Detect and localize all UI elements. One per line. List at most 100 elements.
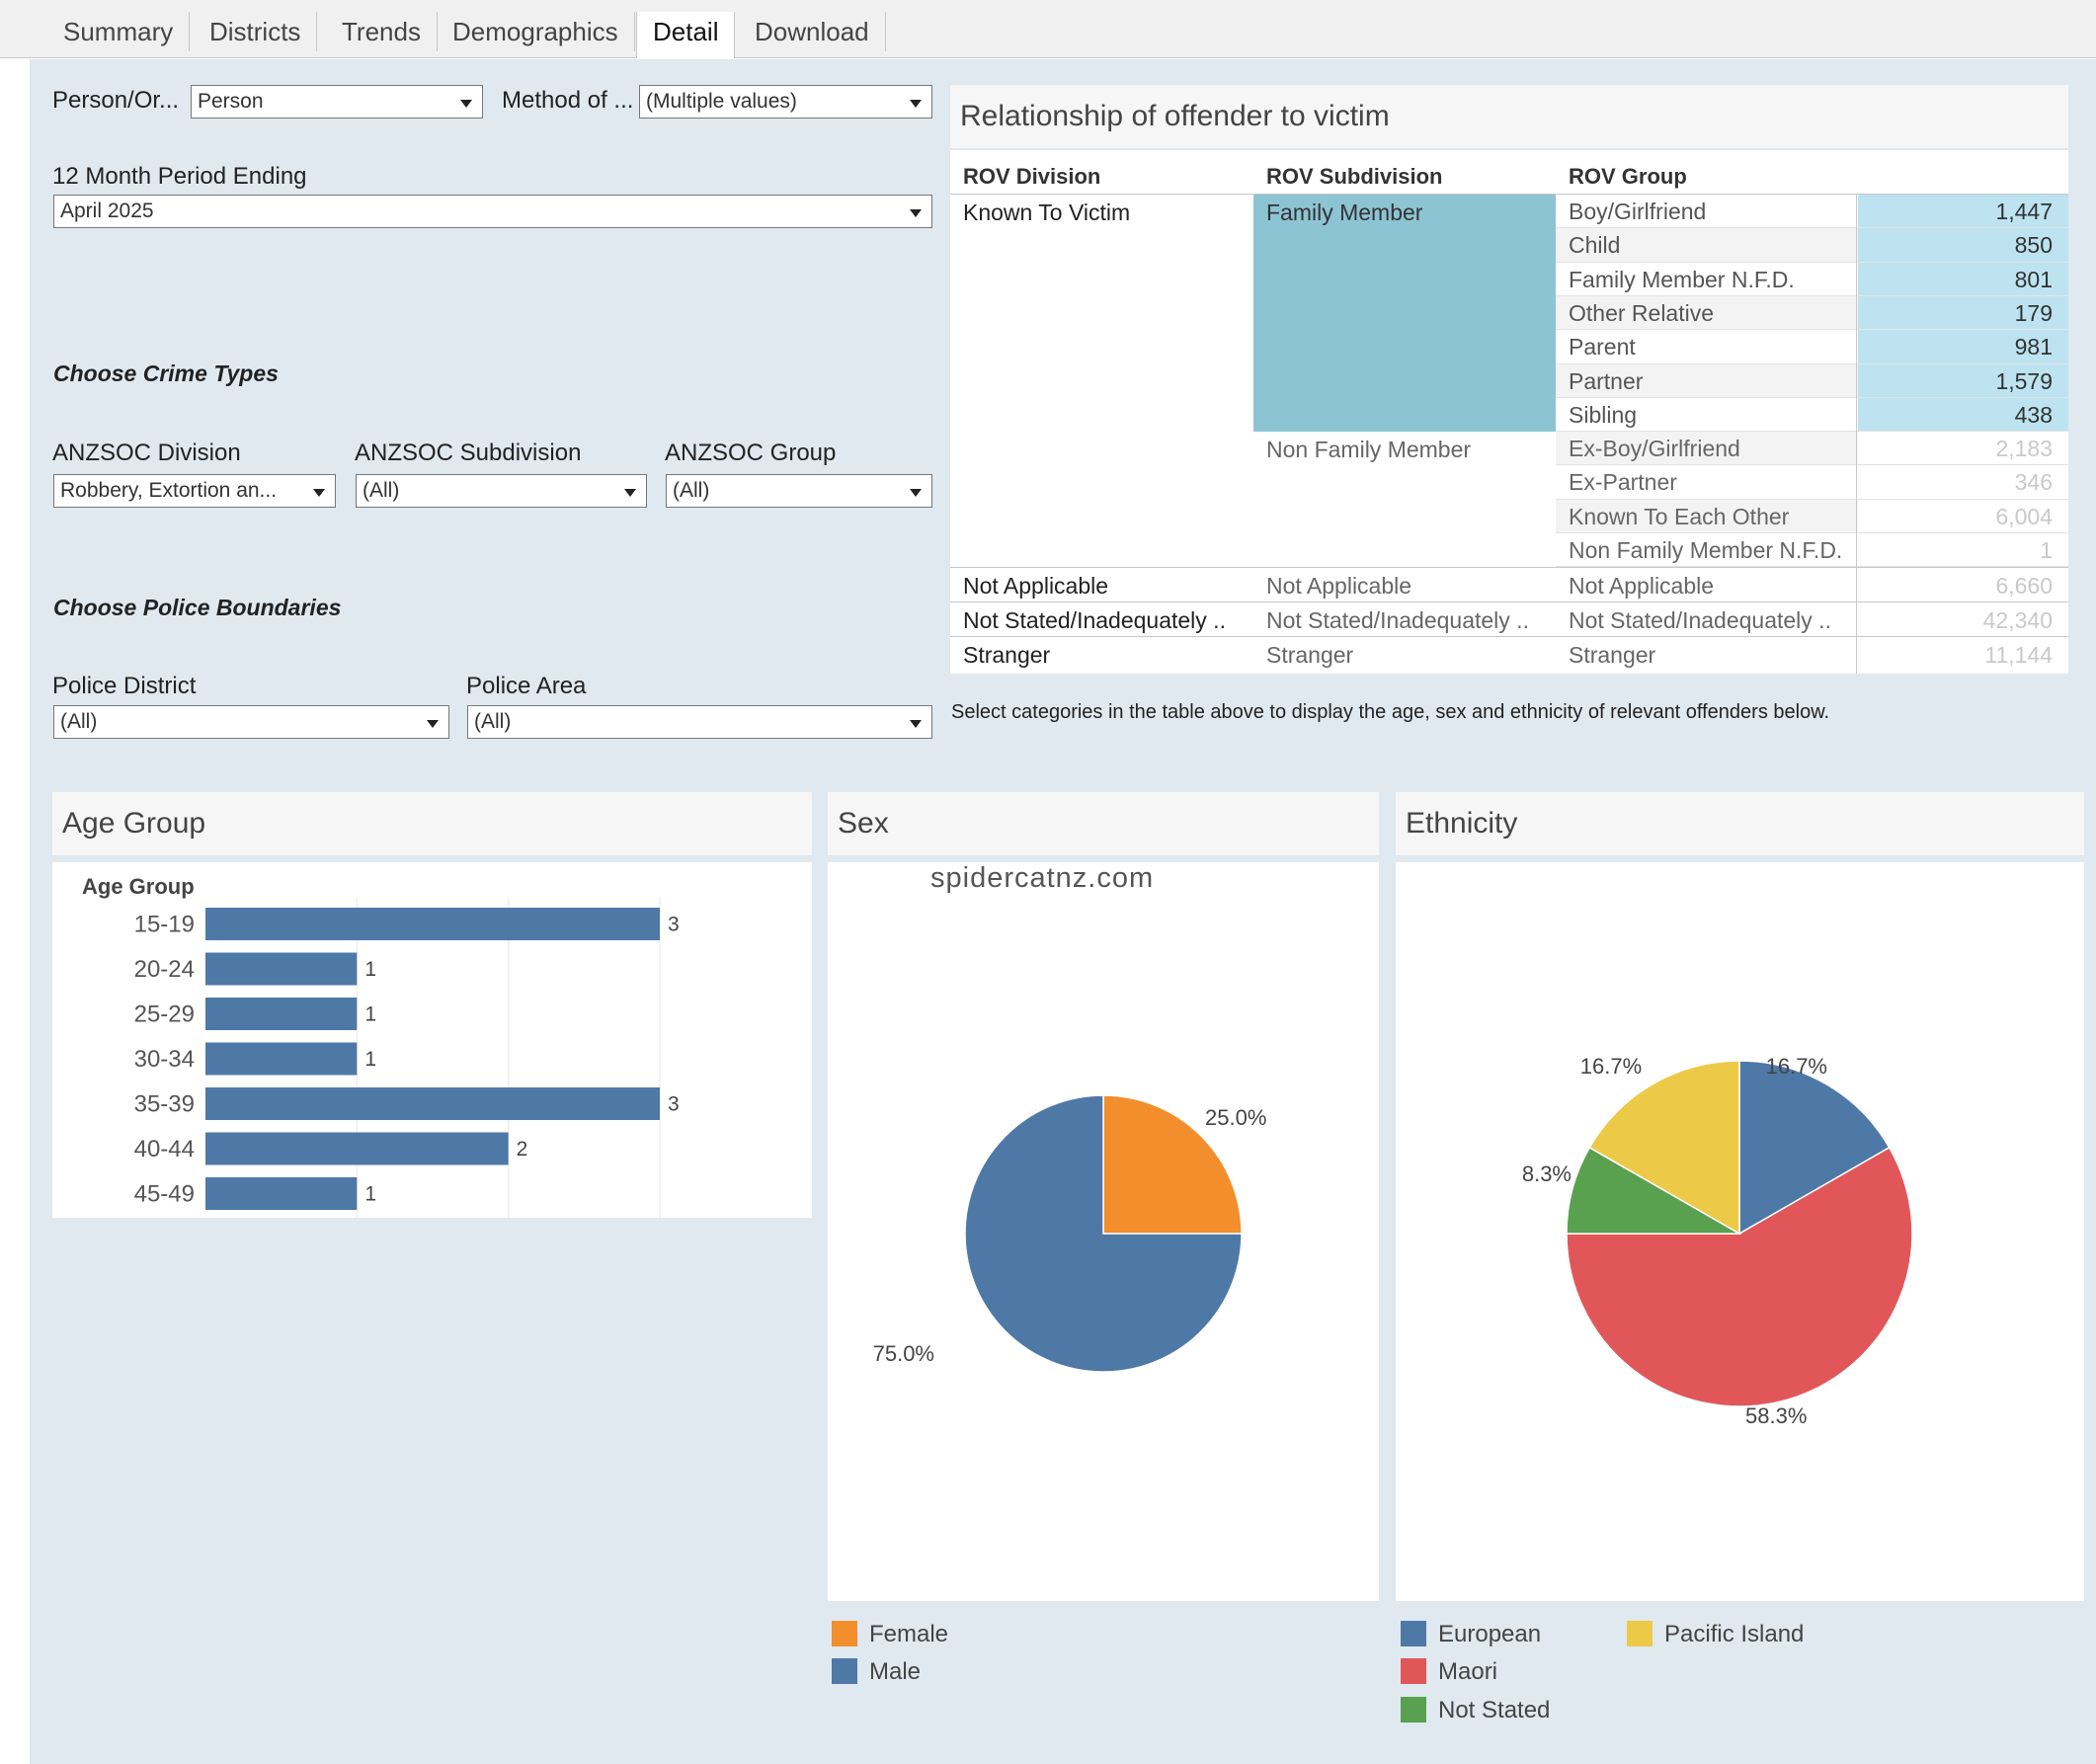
table-row[interactable] [1556, 330, 1858, 364]
pie-slice[interactable] [964, 1094, 1243, 1373]
bar[interactable] [205, 1132, 509, 1165]
table-row[interactable] [1556, 195, 1858, 228]
rov-group-cell[interactable]: Known To Each Other [1569, 503, 1790, 529]
bar[interactable] [205, 998, 358, 1030]
family-member-cell[interactable] [1253, 195, 1556, 432]
table-row[interactable] [1556, 397, 1858, 432]
rov-value-cell[interactable]: 1 [2040, 537, 2053, 563]
method-dropdown[interactable]: (Multiple values) [639, 85, 932, 119]
rov-value-cell[interactable]: 6,660 [1995, 573, 2053, 599]
rov-group-cell[interactable]: Ex-Boy/Girlfriend [1569, 436, 1740, 462]
rov-value-cell[interactable]: 42,340 [1982, 607, 2053, 633]
person-dropdown[interactable]: Person [191, 85, 483, 119]
rov-group-cell[interactable]: Stranger [1569, 642, 1656, 668]
legend-label: European [1438, 1621, 1542, 1647]
rov-value-cell[interactable]: 11,144 [1984, 642, 2053, 668]
rov-value-cell[interactable]: 438 [2014, 401, 2053, 428]
rov-group-cell[interactable]: Boy/Girlfriend [1569, 199, 1707, 224]
table-row[interactable] [1556, 228, 1858, 263]
rov-subdivision-family[interactable]: Family Member [1266, 200, 1423, 225]
rov-value-cell[interactable]: 850 [2014, 232, 2053, 259]
anzsoc-subdivision-dropdown[interactable]: (All) [356, 474, 647, 508]
tab-summary[interactable]: Summary [47, 12, 191, 51]
table-row[interactable] [1556, 295, 1858, 330]
bar[interactable] [205, 1087, 660, 1120]
police-district-dropdown[interactable]: (All) [53, 705, 449, 739]
bar[interactable] [205, 952, 358, 986]
chevron-down-icon [910, 100, 922, 108]
rov-group-cell[interactable]: Not Stated/Inadequately .. [1569, 607, 1831, 633]
tab-detail[interactable]: Detail [636, 12, 736, 58]
anzsoc-group-dropdown[interactable]: (All) [666, 474, 932, 508]
rov-group-cell[interactable]: Other Relative [1569, 299, 1715, 326]
legend-item[interactable]: Pacific Island [1627, 1621, 1804, 1648]
rov-group-cell[interactable]: Child [1569, 232, 1621, 259]
ethnicity-chart-panel: 16.7% 58.3% 8.3% 16.7% [1396, 862, 2084, 1601]
rov-value-cell[interactable]: 1,447 [1995, 199, 2053, 224]
legend-swatch [1401, 1697, 1426, 1723]
table-row[interactable] [1556, 533, 1858, 567]
period-dropdown-value: April 2025 [60, 200, 154, 222]
police-area-dropdown[interactable]: (All) [467, 705, 932, 739]
sex-pie-chart: 25.0% 75.0% [873, 1094, 1266, 1373]
period-filter-label: 12 Month Period Ending [52, 163, 307, 190]
legend-item[interactable]: Male [832, 1658, 921, 1686]
rov-value-cell[interactable]: 2,183 [1995, 436, 2053, 462]
anzsoc-division-dropdown[interactable]: Robbery, Extortion an... [53, 474, 336, 508]
tab-trends[interactable]: Trends [326, 12, 438, 51]
rov-value-cell[interactable]: 981 [2014, 334, 2053, 361]
chevron-down-icon [427, 720, 439, 728]
police-district-label: Police District [52, 673, 197, 699]
rov-group-cell[interactable]: Partner [1569, 367, 1644, 394]
pie-slice[interactable] [1588, 1060, 1740, 1236]
pie-slice[interactable] [1566, 1146, 1913, 1407]
rov-value-cell[interactable]: 346 [2014, 469, 2053, 496]
legend-item[interactable]: Female [832, 1621, 948, 1648]
table-row[interactable] [1556, 432, 1858, 466]
rov-group-cell[interactable]: Non Family Member N.F.D. [1569, 537, 1843, 563]
rov-value-cell[interactable]: 1,579 [1995, 367, 2053, 394]
table-row[interactable] [1556, 262, 1858, 296]
rov-division-cell[interactable]: Stranger [963, 642, 1051, 668]
rov-subdivision-cell[interactable]: Not Stated/Inadequately .. [1266, 607, 1529, 633]
legend-item[interactable]: Not Stated [1401, 1697, 1550, 1724]
chevron-down-icon [910, 209, 922, 217]
bar[interactable] [205, 1042, 358, 1076]
rov-group-cell[interactable]: Family Member N.F.D. [1569, 266, 1795, 292]
chevron-down-icon [624, 489, 636, 497]
rov-division-cell[interactable]: Not Applicable [963, 573, 1109, 599]
legend-item[interactable]: European [1401, 1621, 1541, 1648]
rov-table: ROV Division ROV Subdivision ROV Group K… [950, 150, 2068, 674]
rov-value-cell[interactable]: 179 [2014, 299, 2053, 326]
bar[interactable] [205, 1177, 358, 1210]
tab-bar: Summary Districts Trends Demographics De… [0, 0, 2096, 58]
rov-division-known[interactable]: Known To Victim [963, 200, 1131, 225]
period-dropdown[interactable]: April 2025 [53, 195, 932, 228]
tab-download[interactable]: Download [739, 12, 886, 51]
rov-group-cell[interactable]: Not Applicable [1569, 573, 1715, 599]
pie-slice[interactable] [1738, 1060, 1891, 1236]
chevron-down-icon [910, 489, 922, 497]
pie-slice[interactable] [1102, 1094, 1243, 1235]
table-row[interactable] [1556, 499, 1858, 533]
rov-division-cell[interactable]: Not Stated/Inadequately .. [963, 607, 1226, 633]
rov-subdivision-nonfamily[interactable]: Non Family Member [1266, 437, 1472, 462]
bar[interactable] [205, 908, 660, 940]
tab-demographics[interactable]: Demographics [437, 12, 635, 51]
rov-group-cell[interactable]: Parent [1569, 334, 1636, 361]
table-row[interactable] [1556, 363, 1858, 398]
pie-slice[interactable] [1566, 1146, 1742, 1235]
category-label: 20-24 [134, 956, 195, 983]
rov-value-cell[interactable]: 6,004 [1995, 503, 2053, 529]
slice-label: 16.7% [1766, 1054, 1827, 1079]
rov-value-cell[interactable]: 801 [2014, 266, 2053, 292]
rov-group-cell[interactable]: Sibling [1569, 401, 1638, 428]
police-district-value: (All) [60, 710, 98, 733]
tab-districts[interactable]: Districts [194, 12, 318, 51]
legend-item[interactable]: Maori [1401, 1658, 1497, 1686]
rov-group-cell[interactable]: Ex-Partner [1569, 469, 1677, 496]
table-row[interactable] [1556, 465, 1858, 500]
legend-swatch [1401, 1658, 1426, 1684]
rov-subdivision-cell[interactable]: Not Applicable [1266, 573, 1412, 599]
rov-subdivision-cell[interactable]: Stranger [1266, 642, 1354, 668]
